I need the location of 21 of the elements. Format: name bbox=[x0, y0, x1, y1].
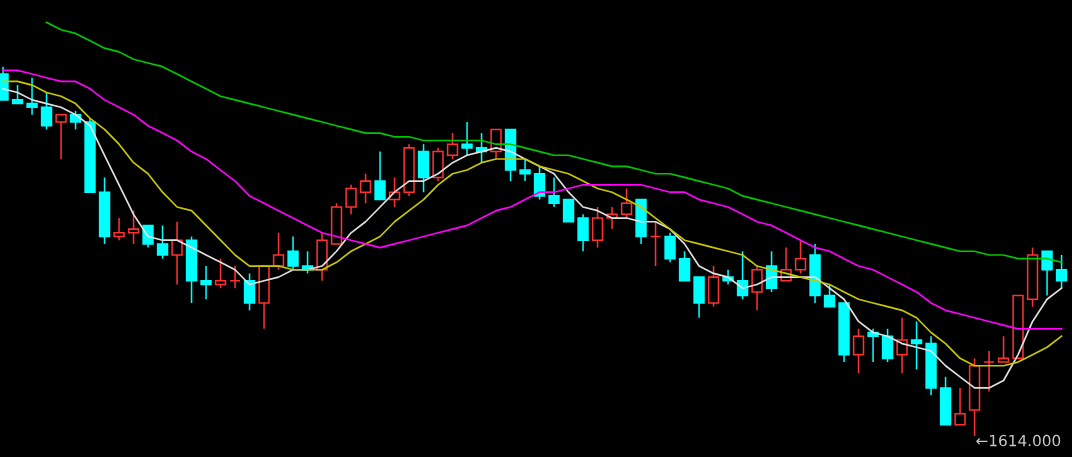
candlestick bbox=[316, 232, 328, 282]
candlestick bbox=[345, 184, 357, 216]
candlestick bbox=[925, 335, 937, 397]
candlestick bbox=[432, 147, 444, 182]
candlestick bbox=[910, 320, 923, 371]
candlestick bbox=[548, 176, 560, 208]
candlestick bbox=[26, 76, 38, 116]
candlestick bbox=[200, 265, 212, 301]
annotation: ←1614.000 bbox=[976, 434, 1061, 447]
candlestick bbox=[403, 143, 415, 197]
candlestick bbox=[809, 243, 821, 304]
candlestick bbox=[229, 265, 241, 289]
candlestick bbox=[519, 158, 531, 182]
candlestick bbox=[461, 121, 473, 157]
candlestick bbox=[896, 316, 908, 374]
candlestick bbox=[664, 232, 676, 264]
candlestick bbox=[983, 350, 995, 393]
candlestick bbox=[171, 220, 183, 286]
candlestick bbox=[606, 206, 618, 230]
candlestick bbox=[577, 213, 589, 253]
candlestick bbox=[113, 217, 125, 241]
